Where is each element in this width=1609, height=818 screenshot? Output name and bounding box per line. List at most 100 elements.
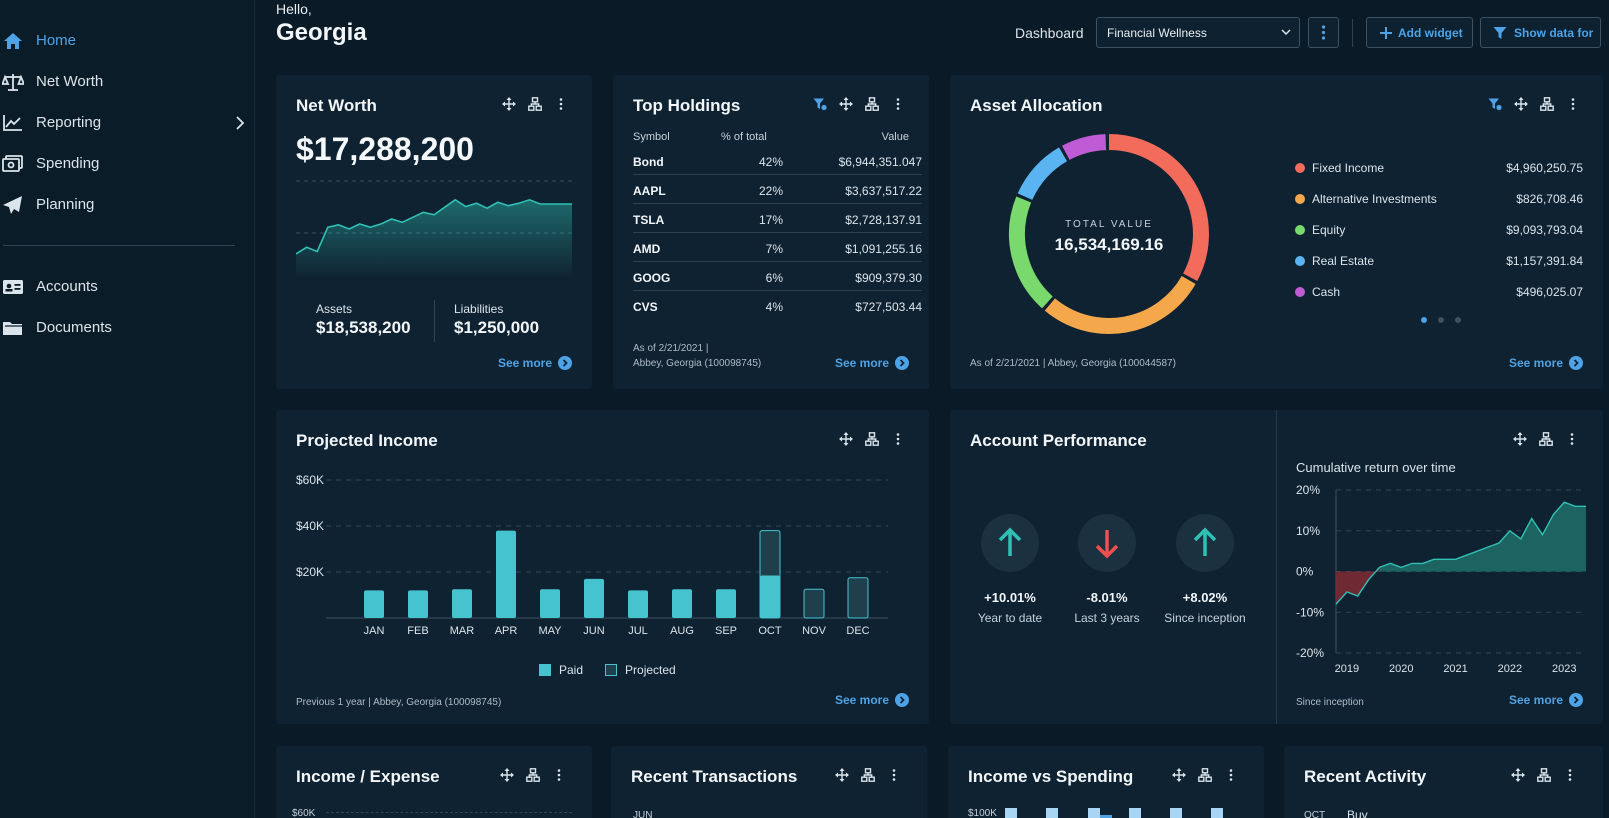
hierarchy-icon[interactable]: [1537, 768, 1551, 782]
kebab-icon[interactable]: [1224, 768, 1238, 782]
filter-active-icon[interactable]: [1488, 97, 1502, 111]
header-divider: [1352, 19, 1353, 47]
table-row[interactable]: GOOG 6% $909,379.30: [633, 263, 922, 291]
holding-value: $1,091,255.16: [845, 242, 922, 256]
kebab-icon[interactable]: [1566, 97, 1580, 111]
hierarchy-icon[interactable]: [865, 97, 879, 111]
legend-value: $826,708.46: [1516, 192, 1583, 206]
metric-label: Since inception: [1164, 611, 1246, 625]
gridline: [326, 812, 572, 813]
sidebar-item-planning[interactable]: Planning: [0, 188, 255, 222]
carousel-dots[interactable]: [1421, 317, 1461, 323]
move-icon[interactable]: [839, 97, 853, 111]
see-more-link[interactable]: See more: [1509, 356, 1583, 370]
kebab-icon[interactable]: [887, 768, 901, 782]
legend-item-alternative-investments[interactable]: Alternative Investments $826,708.46: [1295, 191, 1583, 209]
kebab-icon[interactable]: [1563, 768, 1577, 782]
table-row[interactable]: Bond 42% $6,944,351.047: [633, 147, 922, 175]
hierarchy-icon[interactable]: [1539, 432, 1553, 446]
add-widget-button[interactable]: Add widget: [1366, 17, 1473, 48]
home-icon: [4, 33, 22, 49]
legend-value: $4,960,250.75: [1506, 161, 1583, 175]
move-icon[interactable]: [839, 432, 853, 446]
account-performance-card: Account Performance +10.01% Year to date…: [950, 410, 1603, 724]
kebab-icon[interactable]: [1565, 432, 1579, 446]
filter-active-icon[interactable]: [813, 97, 827, 111]
sidebar-item-label: Documents: [36, 319, 112, 336]
metric-value: +8.02%: [1182, 590, 1228, 605]
sidebar-item-net-worth[interactable]: Net Worth: [0, 65, 255, 99]
chevron-right-icon[interactable]: [235, 116, 245, 130]
kebab-icon[interactable]: [554, 97, 568, 111]
table-row[interactable]: AMD 7% $1,091,255.16: [633, 234, 922, 262]
show-data-for-label: Show data for: [1514, 26, 1594, 40]
holding-value: $909,379.30: [855, 271, 922, 285]
money-icon: [2, 155, 23, 172]
arrow-right-circle-icon: [895, 356, 909, 370]
metric-last-3-years: -8.01% Last 3 years: [1047, 514, 1167, 625]
dashboard-select[interactable]: Financial Wellness: [1096, 17, 1300, 48]
see-more-link[interactable]: See more: [1509, 693, 1583, 707]
legend-item-equity[interactable]: Equity $9,093,793.04: [1295, 222, 1583, 240]
see-more-link[interactable]: See more: [835, 693, 909, 707]
move-icon[interactable]: [1514, 97, 1528, 111]
dashboard-menu-button[interactable]: [1308, 17, 1339, 48]
holding-symbol: CVS: [633, 300, 658, 314]
hierarchy-icon[interactable]: [1198, 768, 1212, 782]
activity-month: OCT: [1304, 810, 1326, 818]
move-icon[interactable]: [1511, 768, 1525, 782]
see-more-link[interactable]: See more: [835, 356, 909, 370]
move-icon[interactable]: [835, 768, 849, 782]
paid-bar: [364, 590, 384, 618]
legend-dot: [1295, 287, 1305, 297]
sidebar-item-reporting[interactable]: Reporting: [0, 106, 255, 140]
dashboard-label: Dashboard: [1015, 25, 1084, 41]
see-more-link[interactable]: See more: [498, 356, 572, 370]
move-icon[interactable]: [1513, 432, 1527, 446]
holding-symbol: GOOG: [633, 271, 671, 285]
carousel-dot[interactable]: [1455, 317, 1461, 323]
paid-bar: [628, 590, 648, 618]
add-widget-label: Add widget: [1398, 26, 1463, 40]
legend-dot: [1295, 256, 1305, 266]
table-row[interactable]: CVS 4% $727,503.44: [633, 292, 922, 320]
legend-label-projected: Projected: [625, 663, 676, 677]
legend-item-fixed-income[interactable]: Fixed Income $4,960,250.75: [1295, 160, 1583, 178]
x-tick-label: 2022: [1498, 663, 1522, 675]
hierarchy-icon[interactable]: [528, 97, 542, 111]
show-data-for-button[interactable]: Show data for: [1480, 17, 1601, 48]
donut-slice: [1062, 134, 1107, 160]
net-worth-value: $17,288,200: [296, 131, 474, 167]
carousel-dot[interactable]: [1421, 317, 1427, 323]
hierarchy-icon[interactable]: [1540, 97, 1554, 111]
sidebar-item-accounts[interactable]: Accounts: [0, 270, 255, 304]
table-row[interactable]: TSLA 17% $2,728,137.91: [633, 205, 922, 233]
kebab-icon[interactable]: [552, 768, 566, 782]
hierarchy-icon[interactable]: [861, 768, 875, 782]
carousel-dot[interactable]: [1438, 317, 1444, 323]
net-worth-card: Net Worth $17,288,200 Assets $18,538,200…: [276, 75, 592, 389]
sidebar-item-spending[interactable]: Spending: [0, 147, 255, 181]
metric-year-to-date: +10.01% Year to date: [950, 514, 1070, 625]
sidebar-divider: [3, 245, 235, 246]
sidebar-item-home[interactable]: Home: [0, 24, 255, 58]
move-icon[interactable]: [1172, 768, 1186, 782]
x-tick-label: APR: [495, 625, 518, 637]
kebab-icon[interactable]: [891, 97, 905, 111]
card-title: Top Holdings: [633, 96, 741, 115]
kebab-icon[interactable]: [891, 432, 905, 446]
sidebar-item-label: Home: [36, 32, 77, 49]
column-header-value: Value: [881, 131, 909, 143]
legend-item-cash[interactable]: Cash $496,025.07: [1295, 284, 1583, 302]
move-icon[interactable]: [500, 768, 514, 782]
table-row[interactable]: AAPL 22% $3,637,517.22: [633, 176, 922, 204]
sidebar-item-documents[interactable]: Documents: [0, 311, 255, 345]
metric-circle: [1176, 514, 1234, 572]
hierarchy-icon[interactable]: [526, 768, 540, 782]
hierarchy-icon[interactable]: [865, 432, 879, 446]
legend-item-real-estate[interactable]: Real Estate $1,157,391.84: [1295, 253, 1583, 271]
bar: [1129, 808, 1141, 818]
move-icon[interactable]: [502, 97, 516, 111]
x-tick-label: NOV: [802, 625, 827, 637]
assets-label: Assets: [316, 302, 353, 316]
